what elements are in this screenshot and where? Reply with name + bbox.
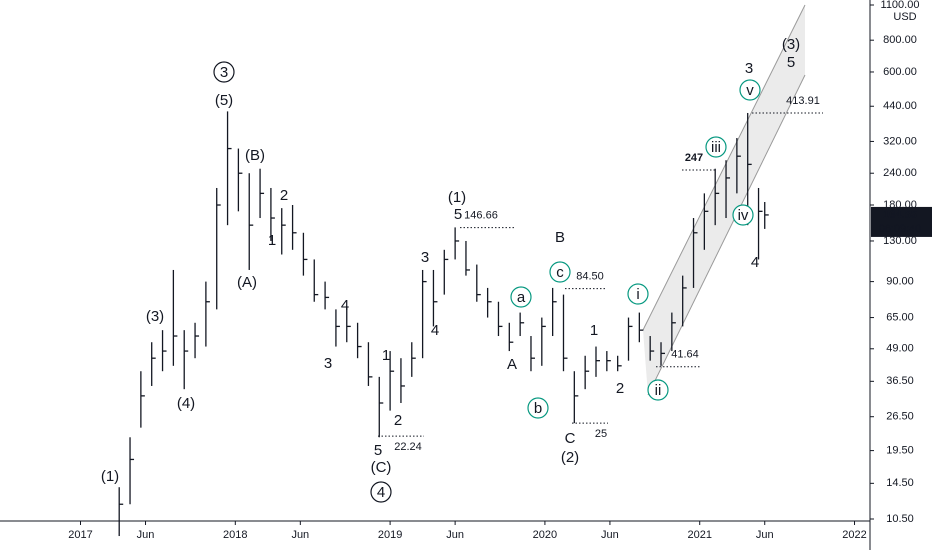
y-tick-label: 10.50: [886, 513, 914, 525]
x-tick-label: 2020: [533, 529, 557, 541]
wave-label: 1: [382, 347, 390, 364]
countdown: 06:09:40: [879, 223, 922, 235]
price-level-label: 146.66: [464, 210, 498, 222]
x-tick-label: Jun: [137, 529, 155, 541]
wave-label: B: [555, 229, 565, 246]
x-tick-label: 2017: [68, 529, 92, 541]
y-tick-label: 800.00: [883, 34, 917, 46]
wave-label: A: [507, 356, 517, 373]
wave-label: (1): [448, 189, 466, 206]
wave-label: 2: [280, 187, 288, 204]
wave-circle: [370, 481, 392, 503]
wave-label: (A): [237, 274, 257, 291]
price-level-label: 41.64: [671, 349, 699, 361]
y-tick-label: 65.00: [886, 311, 914, 323]
wave-label: (5): [215, 92, 233, 109]
wave-circle: [739, 79, 761, 101]
wave-circle: [732, 204, 754, 226]
price-level-label: 84.50: [576, 270, 604, 282]
price-level-label: 247: [685, 152, 703, 164]
wave-circle: [527, 397, 549, 419]
wave-label: C: [565, 430, 576, 447]
wave-label: 3: [220, 64, 228, 81]
wave-circle: [510, 286, 532, 308]
wave-label: (C): [371, 459, 392, 476]
y-tick-label: 49.00: [886, 343, 914, 355]
x-tick-label: 2019: [378, 529, 402, 541]
wave-label: 3: [745, 60, 753, 77]
wave-label: v: [746, 82, 754, 99]
y-tick-label: 26.50: [886, 411, 914, 423]
wave-label: 5: [787, 54, 795, 71]
wave-label: (2): [561, 449, 579, 466]
wave-label: ii: [655, 382, 662, 399]
wave-circle: [647, 379, 669, 401]
wave-label: 5: [454, 206, 462, 223]
wave-label: (3): [782, 36, 800, 53]
channel-upper: [642, 4, 806, 331]
price-level-label: 413.91: [786, 95, 820, 107]
wave-circle: [627, 283, 649, 305]
wave-label: (1): [101, 468, 119, 485]
wave-label: 5: [374, 442, 382, 459]
wave-label: 3: [421, 249, 429, 266]
wave-label: 4: [341, 297, 349, 314]
price-level-label: 22.24: [394, 441, 422, 453]
wave-label: 1: [268, 232, 276, 249]
currency: USD: [893, 11, 916, 23]
x-tick-label: Jun: [756, 529, 774, 541]
wave-label: (B): [245, 147, 265, 164]
y-tick-label: 36.50: [886, 375, 914, 387]
x-tick-label: Jun: [291, 529, 309, 541]
x-tick-label: 2022: [842, 529, 866, 541]
wave-label: a: [517, 289, 526, 306]
wave-label: iii: [711, 139, 721, 156]
wave-label: iv: [738, 207, 749, 224]
y-tick-label: 320.00: [883, 135, 917, 147]
wave-label: c: [556, 264, 564, 281]
y-tick-label: 440.00: [883, 100, 917, 112]
y-tick-label: 90.00: [886, 276, 914, 288]
wave-label: 4: [431, 322, 439, 339]
wave-label: 4: [377, 484, 385, 501]
wave-label: (4): [177, 395, 195, 412]
last-price-label: 164.55: [883, 209, 917, 221]
x-tick-label: 2018: [223, 529, 247, 541]
wave-label: i: [636, 286, 639, 303]
wave-label: b: [534, 400, 542, 417]
channel-fill: [643, 5, 805, 395]
channel-lower: [647, 74, 806, 396]
wave-label: 3: [324, 355, 332, 372]
x-tick-label: 2021: [687, 529, 711, 541]
y-tick-label: 19.50: [886, 445, 914, 457]
wave-label: 1: [590, 322, 598, 339]
y-tick-label: 600.00: [883, 66, 917, 78]
wave-circle: [549, 261, 571, 283]
wave-circle: [213, 61, 235, 83]
y-tick-label: 14.50: [886, 477, 914, 489]
y-tick-label: 130.00: [883, 235, 917, 247]
price-level-label: 25: [595, 428, 607, 440]
last-price-box: [871, 206, 932, 237]
wave-label: 4: [751, 254, 759, 271]
x-tick-label: Jun: [446, 529, 464, 541]
x-tick-label: Jun: [601, 529, 619, 541]
wave-label: (3): [146, 308, 164, 325]
wave-label: 2: [616, 380, 624, 397]
wave-label: 2: [394, 412, 402, 429]
wave-circle: [705, 136, 727, 158]
y-tick-label: 240.00: [883, 167, 917, 179]
y-tick-label: 1100.00: [881, 0, 920, 11]
